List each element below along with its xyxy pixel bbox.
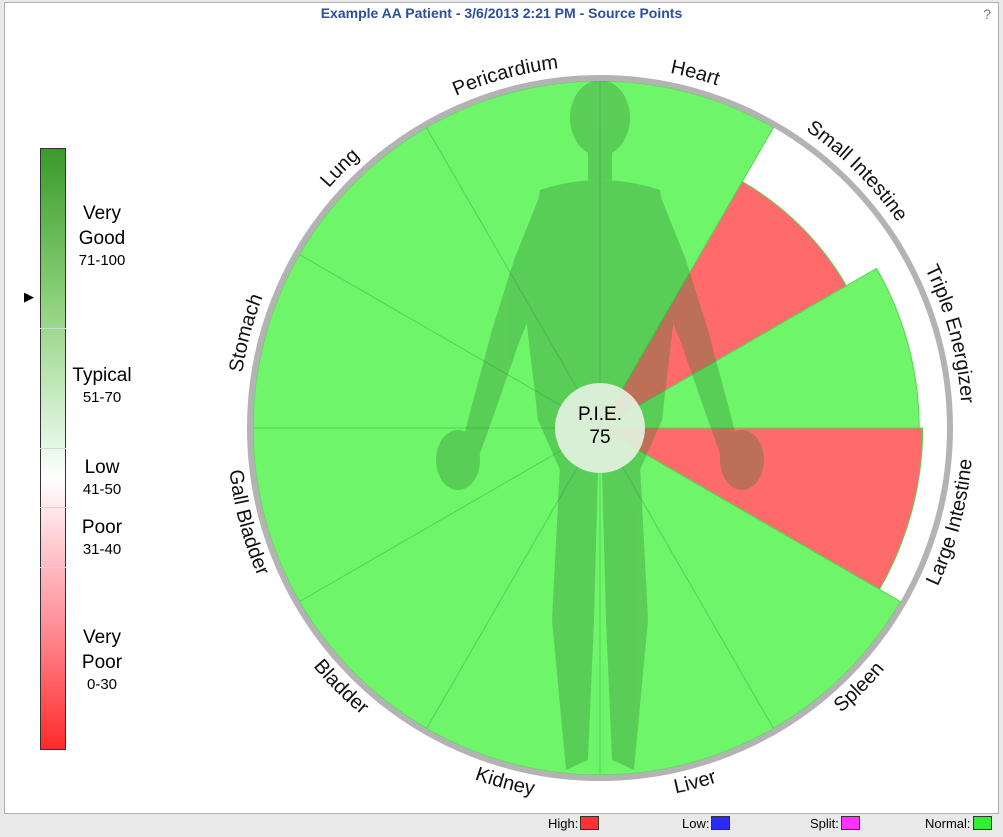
band-name: Poor bbox=[81, 652, 123, 673]
current-level-marker: ▶ bbox=[24, 289, 34, 304]
body-silhouette bbox=[436, 80, 764, 770]
scale-band-very-poor: Very Poor 0-30 bbox=[60, 625, 144, 695]
scale-band-low: Low 41-50 bbox=[60, 455, 144, 500]
legend-split: Split: bbox=[810, 816, 860, 834]
band-name: Good bbox=[78, 228, 126, 249]
band-name: Poor bbox=[81, 517, 123, 538]
segment-spleen bbox=[598, 426, 902, 730]
band-range: 0-30 bbox=[86, 676, 118, 693]
legend-normal-label: Normal: bbox=[925, 816, 971, 831]
legend-low-swatch bbox=[711, 816, 731, 830]
band-name: Low bbox=[84, 457, 120, 478]
scale-divider bbox=[40, 507, 66, 508]
pie-center-value: 75 bbox=[589, 427, 610, 448]
legend-high-swatch bbox=[580, 816, 600, 830]
segment-kidney bbox=[425, 426, 601, 776]
legend-low: Low: bbox=[682, 816, 731, 834]
segment-stomach bbox=[252, 253, 602, 429]
scale-divider bbox=[40, 567, 66, 568]
segment-small-intestine bbox=[598, 180, 848, 430]
legend-normal: Normal: bbox=[925, 816, 992, 834]
wheel-outer-ring bbox=[247, 75, 953, 781]
legend-split-swatch bbox=[840, 816, 860, 830]
segment-bladder bbox=[298, 426, 602, 730]
band-range: 31-40 bbox=[82, 541, 122, 558]
legend-low-label: Low: bbox=[682, 816, 710, 831]
segment-pericardium bbox=[425, 80, 601, 430]
band-name: Very bbox=[82, 203, 122, 224]
segment-liver bbox=[599, 426, 775, 776]
band-name: Typical bbox=[72, 365, 132, 386]
pie-center-label: P.I.E. bbox=[578, 404, 622, 425]
band-name: Very bbox=[82, 627, 122, 648]
legend-high: High: bbox=[548, 816, 600, 834]
chart-title: Example AA Patient - 3/6/2013 2:21 PM - … bbox=[320, 5, 683, 21]
segment-large-intestine bbox=[598, 427, 924, 591]
band-range: 41-50 bbox=[82, 481, 122, 498]
legend-split-label: Split: bbox=[810, 816, 839, 831]
scale-band-typical: Typical 51-70 bbox=[60, 363, 144, 408]
scale-divider bbox=[40, 448, 66, 449]
legend-high-label: High: bbox=[548, 816, 579, 831]
band-range: 51-70 bbox=[82, 389, 122, 406]
segment-lung bbox=[298, 126, 602, 430]
segment-gall-bladder bbox=[252, 427, 602, 603]
scale-band-very-good: Very Good 71-100 bbox=[60, 201, 144, 271]
scale-gradient-bar bbox=[40, 148, 66, 750]
pie-center-disc bbox=[555, 383, 645, 473]
scale-band-poor: Poor 31-40 bbox=[60, 515, 144, 560]
help-button[interactable]: ? bbox=[983, 6, 991, 22]
segment-heart bbox=[599, 80, 775, 430]
legend-normal-swatch bbox=[972, 816, 992, 830]
band-range: 71-100 bbox=[78, 252, 126, 269]
segment-triple-energizer bbox=[598, 267, 920, 429]
scale-divider bbox=[40, 328, 66, 329]
